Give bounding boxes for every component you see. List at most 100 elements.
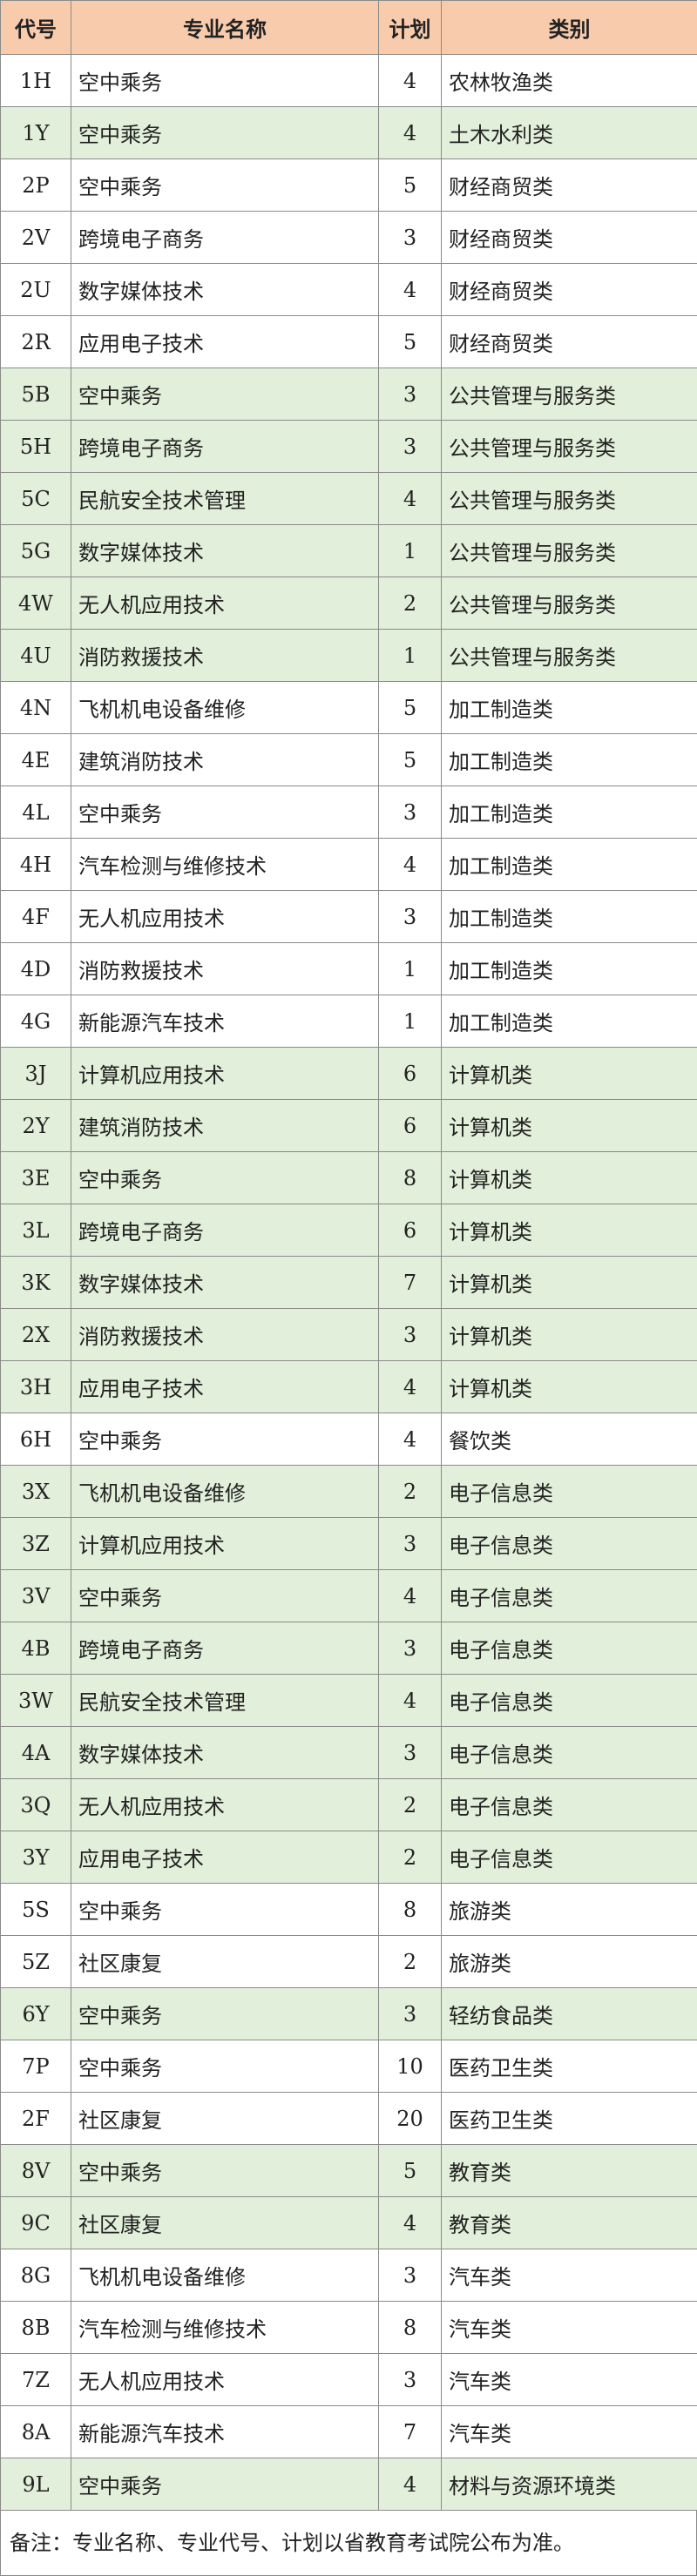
plan-cell: 2 bbox=[379, 577, 442, 630]
plan-cell: 3 bbox=[379, 212, 442, 264]
header-cell: 代号 bbox=[1, 1, 71, 55]
header-cell: 专业名称 bbox=[71, 1, 379, 55]
major-cell: 空中乘务 bbox=[71, 786, 379, 839]
major-cell: 跨境电子商务 bbox=[71, 212, 379, 264]
code-cell: 5S bbox=[1, 1884, 71, 1936]
plan-cell: 8 bbox=[379, 2302, 442, 2354]
major-cell: 应用电子技术 bbox=[71, 316, 379, 368]
plan-cell: 4 bbox=[379, 2197, 442, 2249]
plan-cell: 3 bbox=[379, 1518, 442, 1570]
code-cell: 3W bbox=[1, 1675, 71, 1727]
plan-cell: 4 bbox=[379, 264, 442, 316]
major-cell: 空中乘务 bbox=[71, 2458, 379, 2511]
major-cell: 飞机机电设备维修 bbox=[71, 1466, 379, 1518]
code-cell: 5G bbox=[1, 525, 71, 577]
category-cell: 电子信息类 bbox=[442, 1622, 697, 1675]
major-cell: 空中乘务 bbox=[71, 1413, 379, 1466]
code-cell: 2R bbox=[1, 316, 71, 368]
category-cell: 计算机类 bbox=[442, 1361, 697, 1413]
major-cell: 跨境电子商务 bbox=[71, 421, 379, 473]
major-cell: 民航安全技术管理 bbox=[71, 473, 379, 525]
code-cell: 3Y bbox=[1, 1831, 71, 1884]
category-cell: 电子信息类 bbox=[442, 1727, 697, 1779]
code-cell: 3Z bbox=[1, 1518, 71, 1570]
category-cell: 教育类 bbox=[442, 2145, 697, 2197]
major-cell: 空中乘务 bbox=[71, 2145, 379, 2197]
code-cell: 2X bbox=[1, 1309, 71, 1361]
category-cell: 农林牧渔类 bbox=[442, 55, 697, 107]
category-cell: 教育类 bbox=[442, 2197, 697, 2249]
category-cell: 加工制造类 bbox=[442, 995, 697, 1048]
plan-cell: 10 bbox=[379, 2040, 442, 2093]
category-cell: 旅游类 bbox=[442, 1936, 697, 1988]
code-cell: 3K bbox=[1, 1257, 71, 1309]
major-cell: 汽车检测与维修技术 bbox=[71, 2302, 379, 2354]
code-cell: 4H bbox=[1, 839, 71, 891]
plan-cell: 4 bbox=[379, 839, 442, 891]
plan-cell: 1 bbox=[379, 995, 442, 1048]
code-cell: 8A bbox=[1, 2406, 71, 2458]
major-cell: 建筑消防技术 bbox=[71, 1100, 379, 1152]
category-cell: 医药卫生类 bbox=[442, 2093, 697, 2145]
code-cell: 5B bbox=[1, 368, 71, 421]
code-cell: 3H bbox=[1, 1361, 71, 1413]
major-cell: 社区康复 bbox=[71, 2197, 379, 2249]
category-cell: 汽车类 bbox=[442, 2354, 697, 2406]
category-cell: 计算机类 bbox=[442, 1100, 697, 1152]
plan-cell: 7 bbox=[379, 2406, 442, 2458]
major-cell: 社区康复 bbox=[71, 1936, 379, 1988]
plan-cell: 3 bbox=[379, 1727, 442, 1779]
category-cell: 财经商贸类 bbox=[442, 264, 697, 316]
major-cell: 无人机应用技术 bbox=[71, 2354, 379, 2406]
code-cell: 3J bbox=[1, 1048, 71, 1100]
code-cell: 8B bbox=[1, 2302, 71, 2354]
category-cell: 电子信息类 bbox=[442, 1466, 697, 1518]
plan-cell: 6 bbox=[379, 1100, 442, 1152]
category-cell: 汽车类 bbox=[442, 2302, 697, 2354]
header-cell: 类别 bbox=[442, 1, 697, 55]
major-cell: 空中乘务 bbox=[71, 55, 379, 107]
header-cell: 计划 bbox=[379, 1, 442, 55]
plan-cell: 4 bbox=[379, 1675, 442, 1727]
code-cell: 4F bbox=[1, 891, 71, 943]
plan-cell: 3 bbox=[379, 1988, 442, 2040]
major-cell: 空中乘务 bbox=[71, 159, 379, 212]
code-cell: 2P bbox=[1, 159, 71, 212]
major-cell: 计算机应用技术 bbox=[71, 1518, 379, 1570]
category-cell: 医药卫生类 bbox=[442, 2040, 697, 2093]
plan-cell: 3 bbox=[379, 421, 442, 473]
plan-cell: 2 bbox=[379, 1466, 442, 1518]
plan-cell: 6 bbox=[379, 1048, 442, 1100]
plan-cell: 7 bbox=[379, 1257, 442, 1309]
code-cell: 5Z bbox=[1, 1936, 71, 1988]
code-cell: 4B bbox=[1, 1622, 71, 1675]
plan-cell: 1 bbox=[379, 630, 442, 682]
category-cell: 电子信息类 bbox=[442, 1518, 697, 1570]
code-cell: 4N bbox=[1, 682, 71, 734]
category-cell: 加工制造类 bbox=[442, 891, 697, 943]
category-cell: 土木水利类 bbox=[442, 107, 697, 159]
plan-cell: 4 bbox=[379, 1570, 442, 1622]
